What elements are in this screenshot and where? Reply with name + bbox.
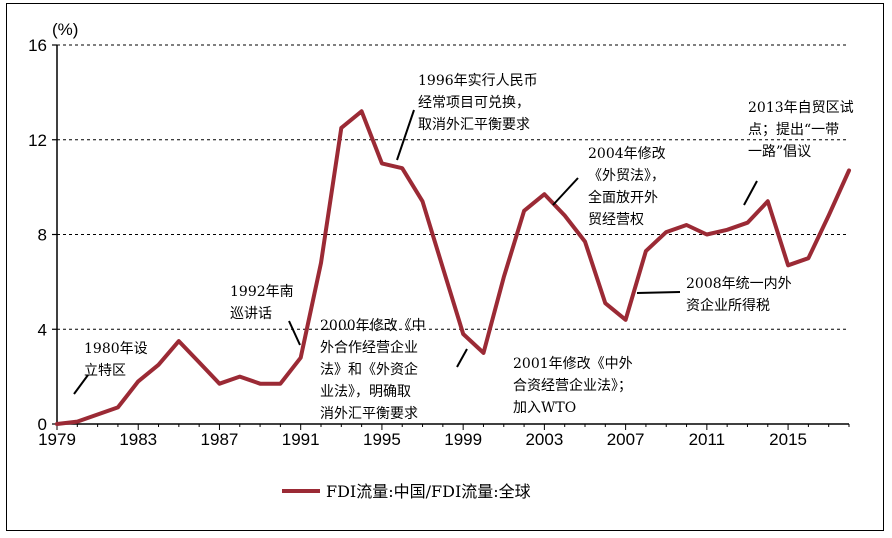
annotation-pointer: [636, 291, 681, 294]
chart-frame: [6, 3, 884, 531]
y-unit-label: (%): [52, 20, 78, 39]
y-tick-label: 4: [38, 320, 47, 339]
annotation-line: 资企业所得税: [686, 297, 770, 314]
annotation-line: 《外贸法》，: [588, 168, 665, 184]
x-tick-label: 2011: [689, 430, 726, 449]
x-tick-label: 1999: [444, 430, 482, 449]
y-tick-label: 16: [28, 36, 47, 55]
annotation-line: 业法》，明确取: [320, 384, 411, 400]
annotation-line: 合资经营企业法》；: [513, 377, 632, 394]
annotation-line: 2004年修改: [588, 146, 666, 162]
annotation-line: 加入WTO: [513, 400, 576, 416]
annotation-text: 2000年修改《中外合作经营企业法》和《外资企业法》，明确取消外汇平衡要求: [320, 318, 426, 422]
annotation-text: 2004年修改《外贸法》， 全面放开外贸经营权: [588, 146, 666, 228]
annotation-text: 2001年修改《中外合资经营企业法》； 加入WTO: [513, 356, 633, 416]
x-tick-label: 1995: [363, 430, 401, 449]
x-tick-label: 1983: [119, 430, 157, 449]
annotation-line: 2008年统一内外: [686, 276, 792, 292]
annotation-line: 2000年修改《中: [320, 318, 426, 334]
x-tick-label: 2015: [769, 430, 807, 449]
x-tick-label: 1991: [282, 430, 320, 449]
annotation-pointer: [396, 109, 415, 161]
annotation-line: 消外汇平衡要求: [320, 406, 418, 422]
annotation-pointer: [288, 320, 301, 346]
annotation-text: 1996年实行人民币经常项目可兑换， 取消外汇平衡要求: [418, 73, 538, 133]
x-tick-label: 2003: [525, 430, 563, 449]
annotation-pointer: [456, 348, 468, 368]
legend-label: FDI流量:中国/FDI流量:全球: [326, 482, 531, 501]
annotation-line: 2001年修改《中外: [513, 356, 633, 372]
x-tick-label: 1987: [201, 430, 239, 449]
annotation-line: 法》和《外资企: [320, 361, 418, 378]
y-tick-label: 0: [38, 415, 47, 434]
annotation-pointer: [552, 177, 579, 206]
y-tick-labels: 0 4 8 12 16: [28, 36, 57, 434]
x-tick-label: 1979: [38, 430, 76, 449]
series-line: [55, 109, 851, 426]
annotation-line: 取消外汇平衡要求: [418, 117, 530, 133]
annotation-line: 外合作经营企业: [320, 339, 418, 356]
y-tick-label: 12: [28, 131, 47, 150]
y-tick-label: 8: [38, 226, 47, 245]
annotation-line: 点；提出“一带: [748, 122, 839, 138]
annotation-pointer: [73, 374, 89, 395]
x-tick-labels: 1979 1983 1987 1991 1995 1999 2003 2007 2011 2015: [38, 424, 850, 449]
annotations: 1980年设立特区 1992年南巡讲话 2000年修改《中外合作经营企业法》和《外资…: [73, 73, 854, 422]
annotation-line: 1992年南: [230, 284, 294, 300]
gridlines: [57, 44, 849, 330]
annotation-line: 1980年设: [84, 341, 148, 357]
annotation-text: 1992年南巡讲话: [230, 284, 294, 322]
annotation-line: 2013年自贸区试: [748, 100, 854, 116]
annotation-text: 2008年统一内外资企业所得税: [686, 276, 792, 314]
annotation-line: 立特区: [84, 363, 126, 379]
annotation-text: 2013年自贸区试点；提出“一带一路”倡议: [748, 100, 854, 160]
annotation-line: 贸经营权: [588, 212, 644, 228]
annotation-line: 全面放开外: [588, 189, 658, 206]
annotation-pointer: [743, 180, 758, 206]
legend: FDI流量:中国/FDI流量:全球: [282, 482, 531, 501]
annotation-line: 经常项目可兑换，: [418, 94, 530, 111]
annotation-line: 巡讲话: [230, 306, 272, 322]
annotation-text: 1980年设立特区: [84, 341, 148, 379]
annotation-line: 1996年实行人民币: [418, 73, 538, 89]
annotation-line: 一路”倡议: [748, 144, 811, 160]
x-tick-label: 2007: [607, 430, 645, 449]
series: [55, 109, 851, 426]
